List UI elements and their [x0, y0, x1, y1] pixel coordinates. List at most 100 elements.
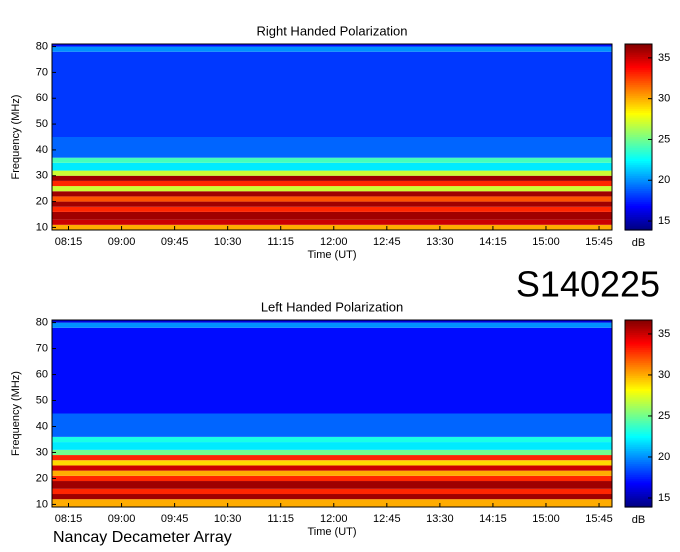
colorbar-cell	[625, 164, 652, 168]
colorbar-cell	[625, 176, 652, 179]
colorbar-cell	[625, 402, 652, 405]
colorbar-cell	[625, 94, 652, 97]
colorbar-cell	[625, 323, 652, 327]
heat-band	[52, 191, 612, 197]
colorbar-cell	[625, 205, 652, 209]
y-tick-label: 20	[36, 195, 48, 207]
colorbar-cell	[625, 163, 652, 166]
colorbar-cell	[625, 443, 652, 446]
colorbar-cell	[625, 361, 652, 364]
colorbar-cell	[625, 490, 652, 493]
colorbar-cell	[625, 334, 652, 338]
heat-band	[52, 442, 612, 450]
colorbar-cell	[625, 116, 652, 119]
colorbar-cell	[625, 226, 652, 229]
colorbar-cell	[625, 331, 652, 334]
colorbar-cell	[625, 333, 652, 336]
colorbar-cell	[625, 484, 652, 488]
colorbar-cell	[625, 92, 652, 95]
heat-band	[52, 465, 612, 471]
y-tick-label: 70	[36, 66, 48, 78]
heat-band	[52, 327, 612, 414]
colorbar-cell	[625, 70, 652, 73]
colorbar-cell	[625, 325, 652, 329]
colorbar-cell	[625, 359, 652, 362]
colorbar-cell	[625, 60, 652, 64]
x-tick-label: 14:15	[479, 513, 507, 525]
colorbar-cell	[625, 181, 652, 185]
colorbar-cell	[625, 55, 652, 58]
colorbar-cell	[625, 366, 652, 370]
colorbar-cell	[625, 501, 652, 504]
colorbar-cell	[625, 458, 652, 461]
colorbar-cell	[625, 454, 652, 458]
colorbar-cell	[625, 342, 652, 345]
x-tick-label: 15:00	[532, 236, 560, 248]
colorbar-cell	[625, 321, 652, 325]
colorbar-cell	[625, 449, 652, 452]
colorbar-cell	[625, 349, 652, 353]
colorbar-cell	[625, 170, 652, 173]
colorbar-cell	[625, 107, 652, 110]
colorbar-cell	[625, 53, 652, 56]
colorbar-cell	[625, 430, 652, 433]
colorbar-tick-label: 20	[658, 174, 670, 186]
colorbar-cell	[625, 437, 652, 441]
x-tick-label: 12:45	[373, 236, 401, 248]
x-tick-label: 12:45	[373, 513, 401, 525]
colorbar-cell	[625, 172, 652, 175]
colorbar-cell	[625, 463, 652, 467]
x-tick-label: 08:15	[55, 236, 83, 248]
x-axis-label: Time (UT)	[307, 249, 356, 261]
colorbar-cell	[625, 159, 652, 162]
colorbar-cell	[625, 377, 652, 381]
colorbar-frame	[624, 43, 653, 231]
y-tick-label: 30	[36, 446, 48, 458]
colorbar-cell	[625, 203, 652, 207]
colorbar-cell	[625, 396, 652, 400]
colorbar-label: dB	[632, 514, 645, 526]
heat-band	[52, 196, 612, 202]
x-tick-label: 13:30	[426, 236, 454, 248]
x-tick-label: 10:30	[214, 236, 242, 248]
colorbar-cell	[625, 88, 652, 92]
colorbar-cell	[625, 213, 652, 216]
colorbar-cell	[625, 392, 652, 396]
colorbar-cell	[625, 161, 652, 164]
colorbar-cell	[625, 469, 652, 473]
heat-band	[52, 162, 612, 171]
colorbar-cell	[625, 493, 652, 497]
y-tick-label: 10	[36, 221, 48, 233]
colorbar-cell	[625, 131, 652, 134]
colorbar-tick-label: 20	[658, 451, 670, 463]
colorbar-cell	[625, 183, 652, 186]
colorbar-cell	[625, 109, 652, 112]
colorbar-tick-label: 35	[658, 52, 670, 64]
colorbar-cell	[625, 207, 652, 211]
heat-band	[52, 219, 612, 225]
y-axis-label: Frequency (MHz)	[10, 371, 22, 456]
x-tick-label: 09:00	[108, 513, 136, 525]
colorbar-cell	[625, 398, 652, 402]
colorbar-cell	[625, 194, 652, 198]
colorbar-cell	[625, 357, 652, 360]
colorbar-cell	[625, 344, 652, 347]
colorbar-cell	[625, 90, 652, 93]
colorbar-cell	[625, 407, 652, 411]
colorbar-cell	[625, 385, 652, 388]
colorbar-cell	[625, 424, 652, 428]
colorbar-cell	[625, 353, 652, 357]
colorbar-tick-label: 25	[658, 410, 670, 422]
colorbar-cell	[625, 389, 652, 392]
colorbar-cell	[625, 192, 652, 196]
colorbar-cell	[625, 462, 652, 465]
colorbar-cell	[625, 218, 652, 222]
colorbar-cell	[625, 97, 652, 101]
colorbar-cell	[625, 419, 652, 422]
colorbar-cell	[625, 202, 652, 205]
footer: Nancay Decameter Array	[53, 529, 232, 546]
colorbar-cell	[625, 135, 652, 138]
colorbar-cell	[625, 179, 652, 183]
colorbar-cell	[625, 488, 652, 491]
colorbar-cell	[625, 505, 652, 508]
